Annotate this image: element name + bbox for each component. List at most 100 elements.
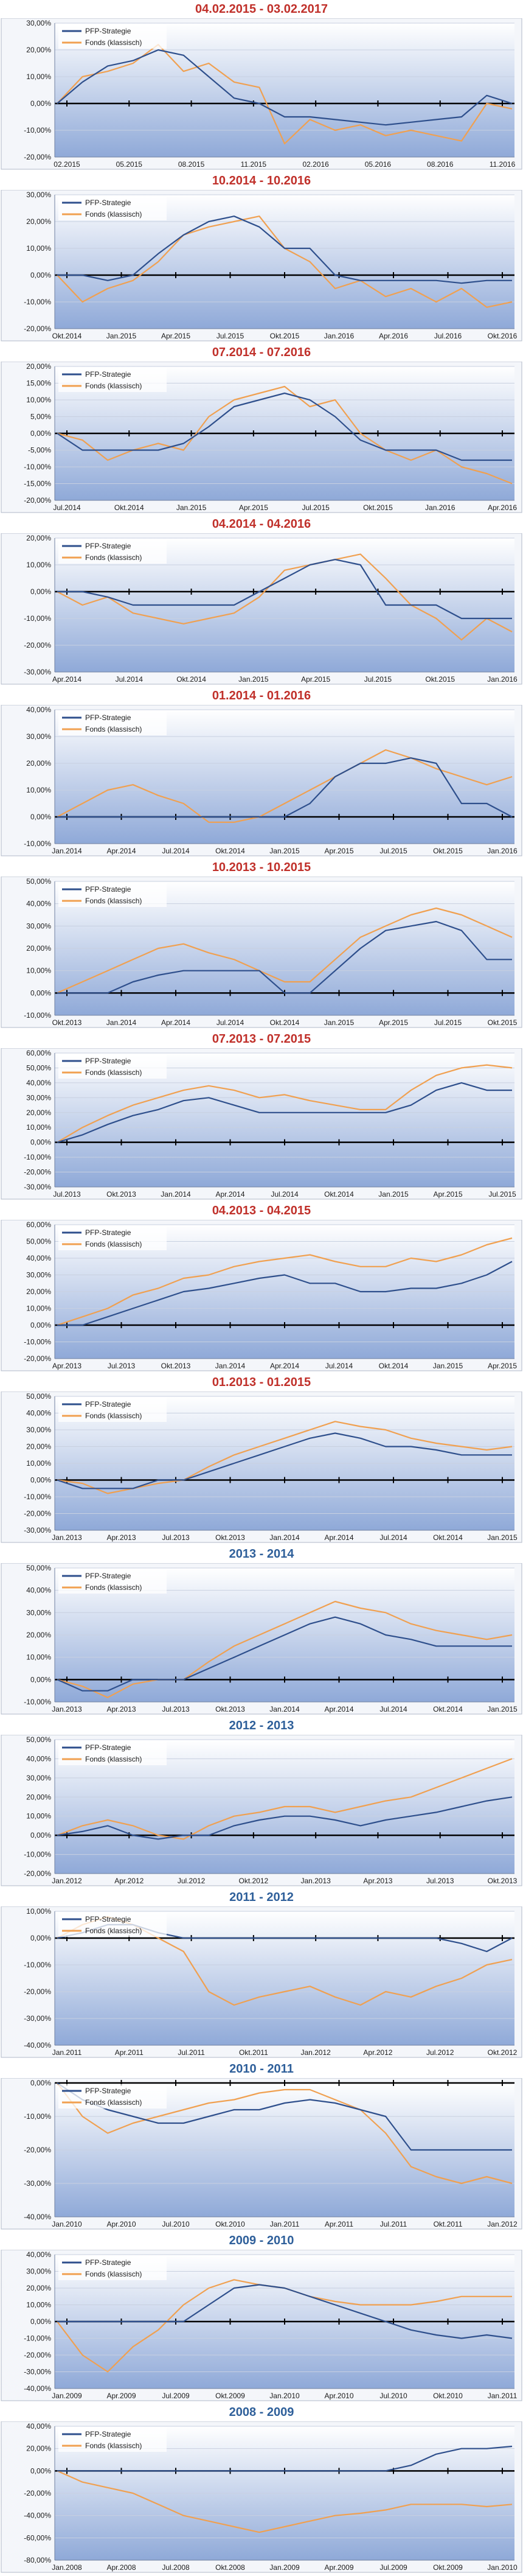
y-tick-label: 30,00% — [26, 1093, 51, 1102]
legend-box — [58, 539, 167, 564]
legend-box — [58, 1741, 167, 1765]
y-tick-label: 0,00% — [30, 1934, 51, 1942]
chart-svg: 50,00% 40,00% 30,00% 20,00% 10,00% 0,00% -10,0… — [1, 1391, 522, 1543]
y-tick-label: -80,00% — [24, 2556, 51, 2564]
legend-box — [58, 1398, 167, 1422]
chart-panel: 2009 - 2010 40,00% 30,00% 20,00% 10,00% 0,00%… — [0, 2231, 523, 2403]
y-tick-label: 20,00% — [26, 1443, 51, 1451]
legend: PFP-Strategie Fonds (klassisch) — [58, 24, 167, 49]
x-tick-label: Jul.2014 — [216, 1018, 244, 1027]
chart-panel: 2011 - 2012 10,00% 0,00% -10,00% -20,00% -30,… — [0, 1888, 523, 2060]
x-tick-label: Apr.2009 — [324, 2563, 353, 2572]
series-line-pfp — [57, 1261, 513, 1326]
series-line-fonds — [57, 2470, 513, 2533]
x-tick-label: Jul.2012 — [178, 1877, 206, 1885]
y-tick-label: 40,00% — [26, 2422, 51, 2431]
x-tick-label: Jul.2016 — [434, 332, 462, 340]
legend-label-pfp: PFP-Strategie — [85, 198, 131, 207]
y-tick-label: -30,00% — [24, 2014, 51, 2023]
y-tick-label: -10,00% — [24, 614, 51, 623]
x-tick-label: Okt.2013 — [106, 1190, 136, 1199]
y-tick-label: 10,00% — [26, 1812, 51, 1821]
y-tick-label: -5,00% — [28, 446, 51, 455]
y-tick-label: 20,00% — [26, 534, 51, 542]
y-tick-label: -10,00% — [24, 463, 51, 471]
y-tick-label: 40,00% — [26, 1586, 51, 1595]
y-tick-label: 40,00% — [26, 900, 51, 908]
y-tick-label: 10,00% — [26, 396, 51, 404]
legend-label-fonds: Fonds (klassisch) — [85, 1240, 142, 1248]
x-tick-label: Jan.2009 — [52, 2392, 82, 2400]
x-tick-label: Jul.2008 — [162, 2563, 190, 2572]
x-tick-label: 08.2016 — [427, 160, 454, 169]
series-line-pfp — [57, 49, 513, 126]
y-tick-label: 10,00% — [26, 1653, 51, 1662]
y-tick-label: 60,00% — [26, 1220, 51, 1229]
x-tick-label: Okt.2013 — [52, 1018, 82, 1027]
y-tick-label: 10,00% — [26, 1907, 51, 1916]
legend: PFP-Strategie Fonds (klassisch) — [58, 1054, 167, 1079]
series-line-pfp — [57, 1432, 512, 1489]
chart-svg: 40,00% 20,00% 0,00% -20,00% -40,00% -60,00% -8… — [1, 2421, 522, 2573]
chart-panel: 07.2014 - 07.2016 20,00% 15,00% 10,00% 5,00%… — [0, 343, 523, 515]
chart-panel: 01.2014 - 01.2016 40,00% 30,00% 20,00% 10,00… — [0, 687, 523, 858]
x-tick-label: 11.2015 — [241, 160, 267, 169]
x-tick-label: Apr.2015 — [239, 503, 268, 512]
y-tick-label: 40,00% — [26, 1079, 51, 1087]
legend-box — [58, 1913, 167, 1937]
legend-label-pfp: PFP-Strategie — [85, 27, 131, 35]
x-tick-label: Jul.2014 — [162, 847, 190, 855]
legend-label-pfp: PFP-Strategie — [85, 1057, 131, 1065]
y-tick-label: 20,00% — [26, 1793, 51, 1801]
series-line-fonds — [57, 2082, 513, 2185]
x-tick-label: Apr.2011 — [325, 2220, 353, 2228]
y-tick-label: -10,00% — [24, 1153, 51, 1161]
chart-svg: 60,00% 50,00% 40,00% 30,00% 20,00% 10,00% 0,00… — [1, 1220, 522, 1371]
y-tick-label: 50,00% — [26, 1735, 51, 1744]
x-tick-label: Okt.2013 — [488, 1877, 518, 1885]
chart-title: 04.2014 - 04.2016 — [212, 517, 311, 531]
y-tick-label: 0,00% — [30, 99, 51, 108]
legend-label-fonds: Fonds (klassisch) — [85, 1068, 142, 1077]
y-tick-label: -20,00% — [24, 1354, 51, 1363]
x-tick-label: Okt.2010 — [433, 2392, 463, 2400]
series-line-fonds — [57, 1758, 513, 1840]
x-tick-label: Jul.2013 — [162, 1705, 190, 1713]
chart-title: 2011 - 2012 — [229, 1891, 294, 1904]
legend: PFP-Strategie Fonds (klassisch) — [58, 1913, 167, 1937]
y-tick-label: 0,00% — [30, 2466, 51, 2475]
legend-box — [58, 2084, 167, 2109]
legend: PFP-Strategie Fonds (klassisch) — [58, 539, 167, 564]
x-tick-label: 02.2016 — [302, 160, 329, 169]
y-tick-label: -30,00% — [24, 2179, 51, 2188]
x-tick-label: Apr.2012 — [363, 2048, 392, 2057]
chart-title: 04.02.2015 - 03.02.2017 — [195, 2, 328, 16]
x-tick-label: Apr.2015 — [324, 847, 353, 855]
series-line-pfp — [57, 920, 512, 994]
series-line-fonds — [57, 1600, 513, 1698]
y-tick-label: 20,00% — [26, 362, 51, 371]
series-line-pfp — [57, 757, 513, 818]
legend-box — [58, 1569, 167, 1594]
legend: PFP-Strategie Fonds (klassisch) — [58, 196, 167, 220]
x-tick-label: Jan.2010 — [52, 2220, 82, 2228]
x-tick-label: Jul.2013 — [162, 1533, 190, 1542]
x-tick-label: Jan.2009 — [269, 2563, 300, 2572]
y-tick-label: 40,00% — [26, 1754, 51, 1763]
legend-label-fonds: Fonds (klassisch) — [85, 382, 142, 390]
x-tick-label: Jul.2014 — [325, 1362, 353, 1370]
y-tick-label: 0,00% — [30, 429, 51, 438]
legend-label-fonds: Fonds (klassisch) — [85, 897, 142, 905]
chart-title: 2010 - 2011 — [229, 2062, 294, 2076]
legend: PFP-Strategie Fonds (klassisch) — [58, 1741, 167, 1765]
chart-svg: 40,00% 30,00% 20,00% 10,00% 0,00% -10,00% -20,… — [1, 2250, 522, 2401]
x-tick-label: Jan.2011 — [52, 2048, 82, 2057]
legend-label-pfp: PFP-Strategie — [85, 1228, 131, 1237]
x-tick-label: Jul.2015 — [434, 1018, 462, 1027]
x-tick-label: Apr.2010 — [106, 2220, 136, 2228]
legend-box — [58, 2427, 167, 2452]
x-tick-label: Apr.2013 — [52, 1362, 81, 1370]
y-tick-label: -10,00% — [24, 1961, 51, 1969]
y-tick-label: 30,00% — [26, 1608, 51, 1617]
y-tick-label: 10,00% — [26, 1459, 51, 1468]
